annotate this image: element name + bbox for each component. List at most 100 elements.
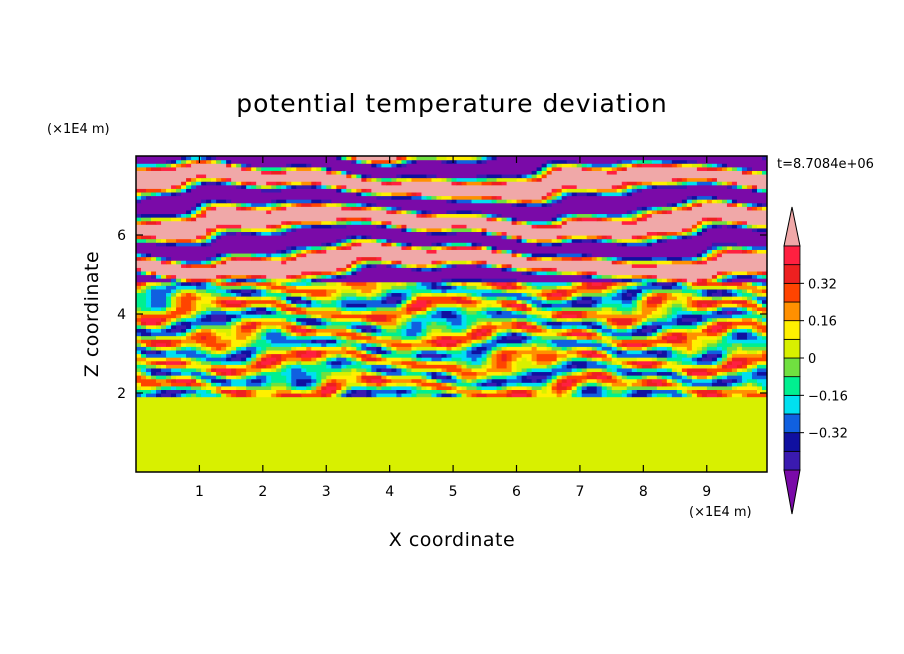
contour-cell (561, 346, 568, 351)
contour-cell (361, 206, 367, 211)
contour-cell (611, 260, 618, 265)
contour-cell (631, 382, 643, 387)
contour-cell (701, 321, 708, 326)
contour-cell (281, 393, 302, 398)
contour-cell (346, 184, 563, 189)
contour-cell (321, 274, 327, 279)
contour-cell (761, 303, 767, 308)
contour-cell (651, 209, 658, 215)
contour-cell (271, 360, 277, 365)
contour-cell (451, 195, 483, 200)
contour-cell (471, 245, 478, 250)
contour-cell (211, 263, 217, 268)
contour-cell (291, 385, 297, 391)
contour-cell (736, 349, 748, 355)
contour-cell (426, 213, 433, 218)
contour-cell (146, 252, 152, 258)
contour-cell (471, 292, 478, 297)
contour-cell (361, 364, 372, 369)
contour-cell (141, 256, 147, 261)
contour-cell (151, 166, 162, 171)
contour-cell (311, 335, 332, 340)
contour-cell (731, 378, 738, 383)
contour-cell (481, 209, 628, 215)
contour-cell (376, 331, 382, 337)
contour-cell (136, 252, 142, 258)
contour-cell (181, 159, 187, 164)
contour-cell (626, 242, 648, 247)
contour-cell (511, 285, 518, 290)
contour-cell (161, 393, 172, 398)
contour-cell (261, 285, 267, 290)
contour-cell (401, 367, 408, 373)
contour-cell (516, 364, 548, 369)
contour-cell (406, 245, 413, 250)
contour-cell (686, 181, 698, 186)
contour-cell (181, 292, 187, 297)
contour-cell (261, 321, 292, 326)
contour-cell (726, 353, 733, 358)
contour-cell (421, 245, 433, 250)
contour-cell (221, 353, 227, 358)
contour-cell (351, 335, 372, 340)
contour-cell (566, 328, 573, 333)
contour-cell (191, 213, 197, 218)
contour-cell (401, 260, 433, 265)
contour-cell (291, 364, 302, 369)
contour-cell (246, 389, 252, 394)
contour-cell (226, 393, 232, 398)
contour-cell (136, 353, 142, 358)
contour-cell (231, 382, 247, 387)
contour-cell (346, 349, 357, 355)
contour-cell (746, 357, 767, 362)
contour-cell (171, 281, 177, 286)
contour-cell (681, 202, 688, 207)
contour-cell (561, 235, 568, 240)
contour-cell (536, 303, 543, 308)
contour-cell (441, 389, 448, 394)
contour-cell (296, 299, 307, 304)
contour-cell (561, 331, 568, 337)
contour-cell (591, 328, 598, 333)
contour-cell (696, 335, 718, 340)
contour-cell (541, 177, 673, 182)
x-tick-label: 3 (322, 484, 331, 500)
contour-cell (531, 252, 558, 258)
contour-cell (491, 339, 498, 344)
contour-cell (591, 349, 598, 355)
contour-cell (601, 274, 613, 279)
contour-cell (556, 285, 563, 290)
contour-cell (526, 238, 533, 243)
contour-cell (546, 314, 553, 319)
contour-cell (521, 382, 543, 387)
contour-cell (696, 389, 718, 394)
contour-cell (206, 371, 212, 376)
contour-cell (206, 213, 418, 218)
contour-cell (626, 288, 643, 294)
contour-cell (161, 328, 167, 333)
contour-cell (716, 346, 723, 351)
contour-cell (166, 317, 172, 322)
contour-cell (426, 299, 433, 304)
contour-cell (721, 303, 738, 308)
contour-cell (321, 202, 327, 207)
contour-cell (181, 335, 187, 340)
contour-cell (451, 227, 473, 233)
contour-cell (286, 331, 292, 337)
contour-cell (711, 199, 718, 204)
contour-cell (711, 252, 718, 258)
contour-cell (731, 385, 738, 391)
contour-cell (396, 242, 403, 247)
contour-cell (261, 371, 282, 376)
contour-cell (491, 331, 498, 337)
contour-cell (716, 217, 723, 222)
contour-cell (661, 285, 673, 290)
contour-cell (271, 364, 277, 369)
contour-cell (666, 231, 678, 236)
contour-cell (251, 342, 272, 347)
contour-cell (136, 238, 147, 243)
contour-cell (506, 382, 518, 387)
contour-cell (396, 364, 403, 369)
contour-cell (321, 278, 443, 283)
contour-cell (716, 252, 723, 258)
